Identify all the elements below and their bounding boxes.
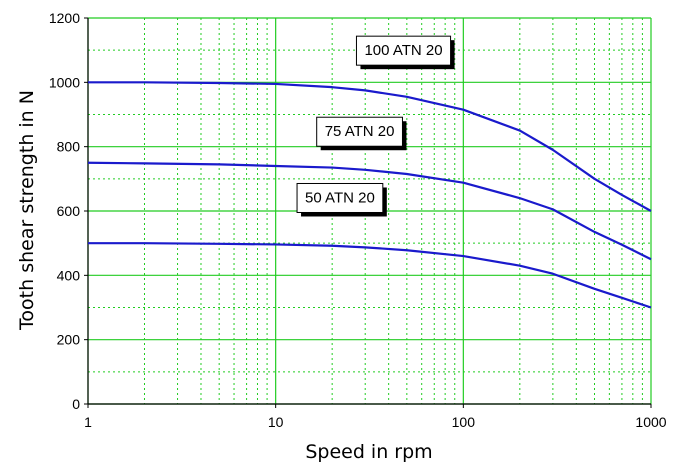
series-line-1	[87, 161, 652, 261]
x-tick-label: 1000	[635, 414, 666, 430]
x-tick-label: 1	[84, 414, 92, 430]
series-line-0	[88, 81, 652, 212]
tick-labels: 0 200 400 600 800 1000 1200 1 10 100 1000	[49, 10, 667, 430]
y-tick-label: 600	[57, 203, 81, 219]
series-callout-label: 100 ATN 20	[364, 42, 442, 59]
series-lines	[87, 81, 652, 309]
series-callout-label: 50 ATN 20	[305, 189, 375, 206]
x-tick-label: 10	[268, 414, 284, 430]
callout-box	[316, 116, 403, 147]
y-tick-label: 0	[72, 396, 80, 412]
x-tick-label: 100	[452, 414, 476, 430]
callout-box	[296, 182, 384, 213]
series-callout: 75 ATN 20	[316, 116, 407, 151]
series-callout-label: 75 ATN 20	[325, 123, 395, 140]
y-tick-label: 1200	[49, 10, 80, 26]
y-tick-label: 800	[57, 139, 81, 155]
y-axis-label: Tooth shear strength in N	[16, 90, 38, 331]
y-tick-label: 400	[57, 267, 81, 283]
series-callouts: 100 ATN 20 75 ATN 20 50 ATN 20	[296, 35, 455, 217]
x-axis-label: Speed in rpm	[305, 441, 432, 463]
y-tick-label: 200	[57, 332, 81, 348]
series-callout: 50 ATN 20	[296, 182, 387, 217]
y-tick-label: 1000	[49, 74, 80, 90]
callout-box	[355, 35, 452, 66]
series-line-2	[88, 242, 652, 309]
series-callout: 100 ATN 20	[355, 35, 455, 70]
